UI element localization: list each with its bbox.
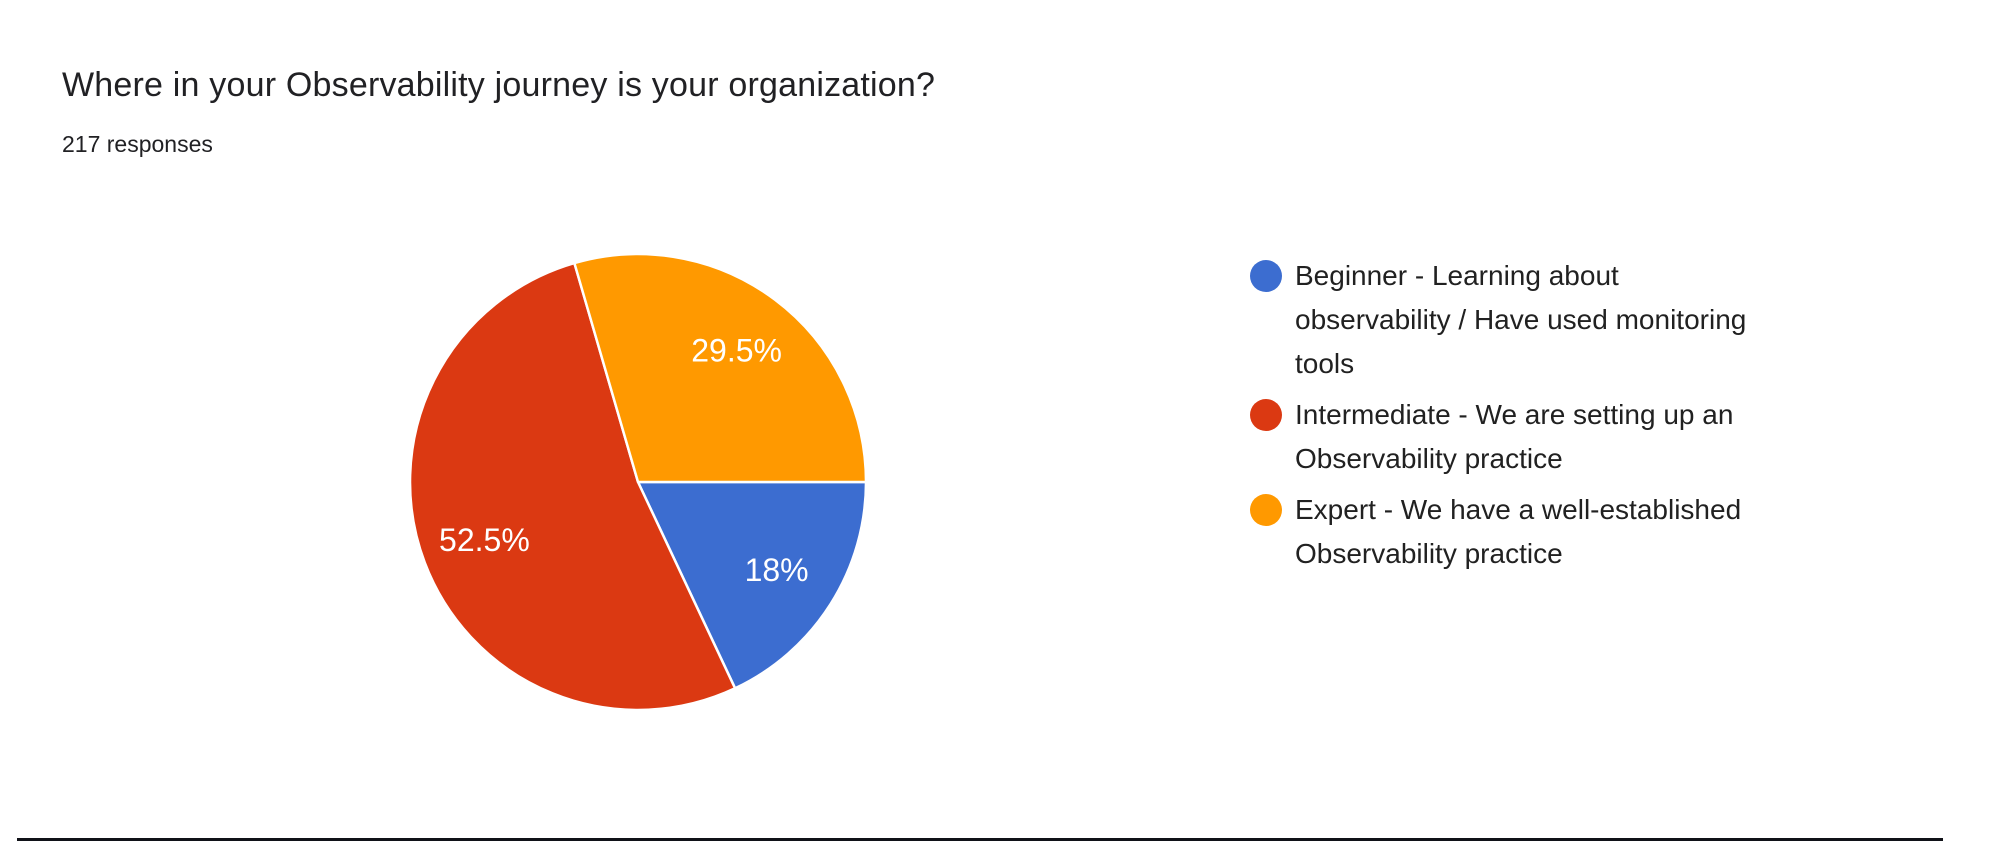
pie-slice-label-expert: 29.5% [691,333,782,369]
pie-chart-svg: 18% 52.5% 29.5% [408,252,868,712]
legend-color-dot-icon [1250,260,1282,292]
response-count: 217 responses [62,131,213,157]
bottom-divider [17,838,1943,841]
question-title: Where in your Observability journey is y… [62,66,936,104]
pie-chart: 18% 52.5% 29.5% [398,242,878,722]
pie-slice-expert [573,252,868,484]
pie-slice-beginner [636,480,868,690]
legend-label: Expert - We have a well-established Obse… [1295,494,1742,569]
legend-color-dot-icon [1250,399,1282,431]
legend-item-beginner: Beginner - Learning about observability … [1250,254,1810,386]
chart-legend: Beginner - Learning about observability … [1250,254,1810,583]
legend-label: Intermediate - We are setting up an Obse… [1295,399,1734,474]
pie-slice-intermediate [408,261,737,712]
pie-slice-label-beginner: 18% [745,552,809,588]
legend-item-intermediate: Intermediate - We are setting up an Obse… [1250,393,1810,481]
legend-label: Beginner - Learning about observability … [1295,260,1747,379]
legend-item-expert: Expert - We have a well-established Obse… [1250,488,1810,576]
pie-slice-label-intermediate: 52.5% [439,522,530,558]
legend-color-dot-icon [1250,494,1282,526]
